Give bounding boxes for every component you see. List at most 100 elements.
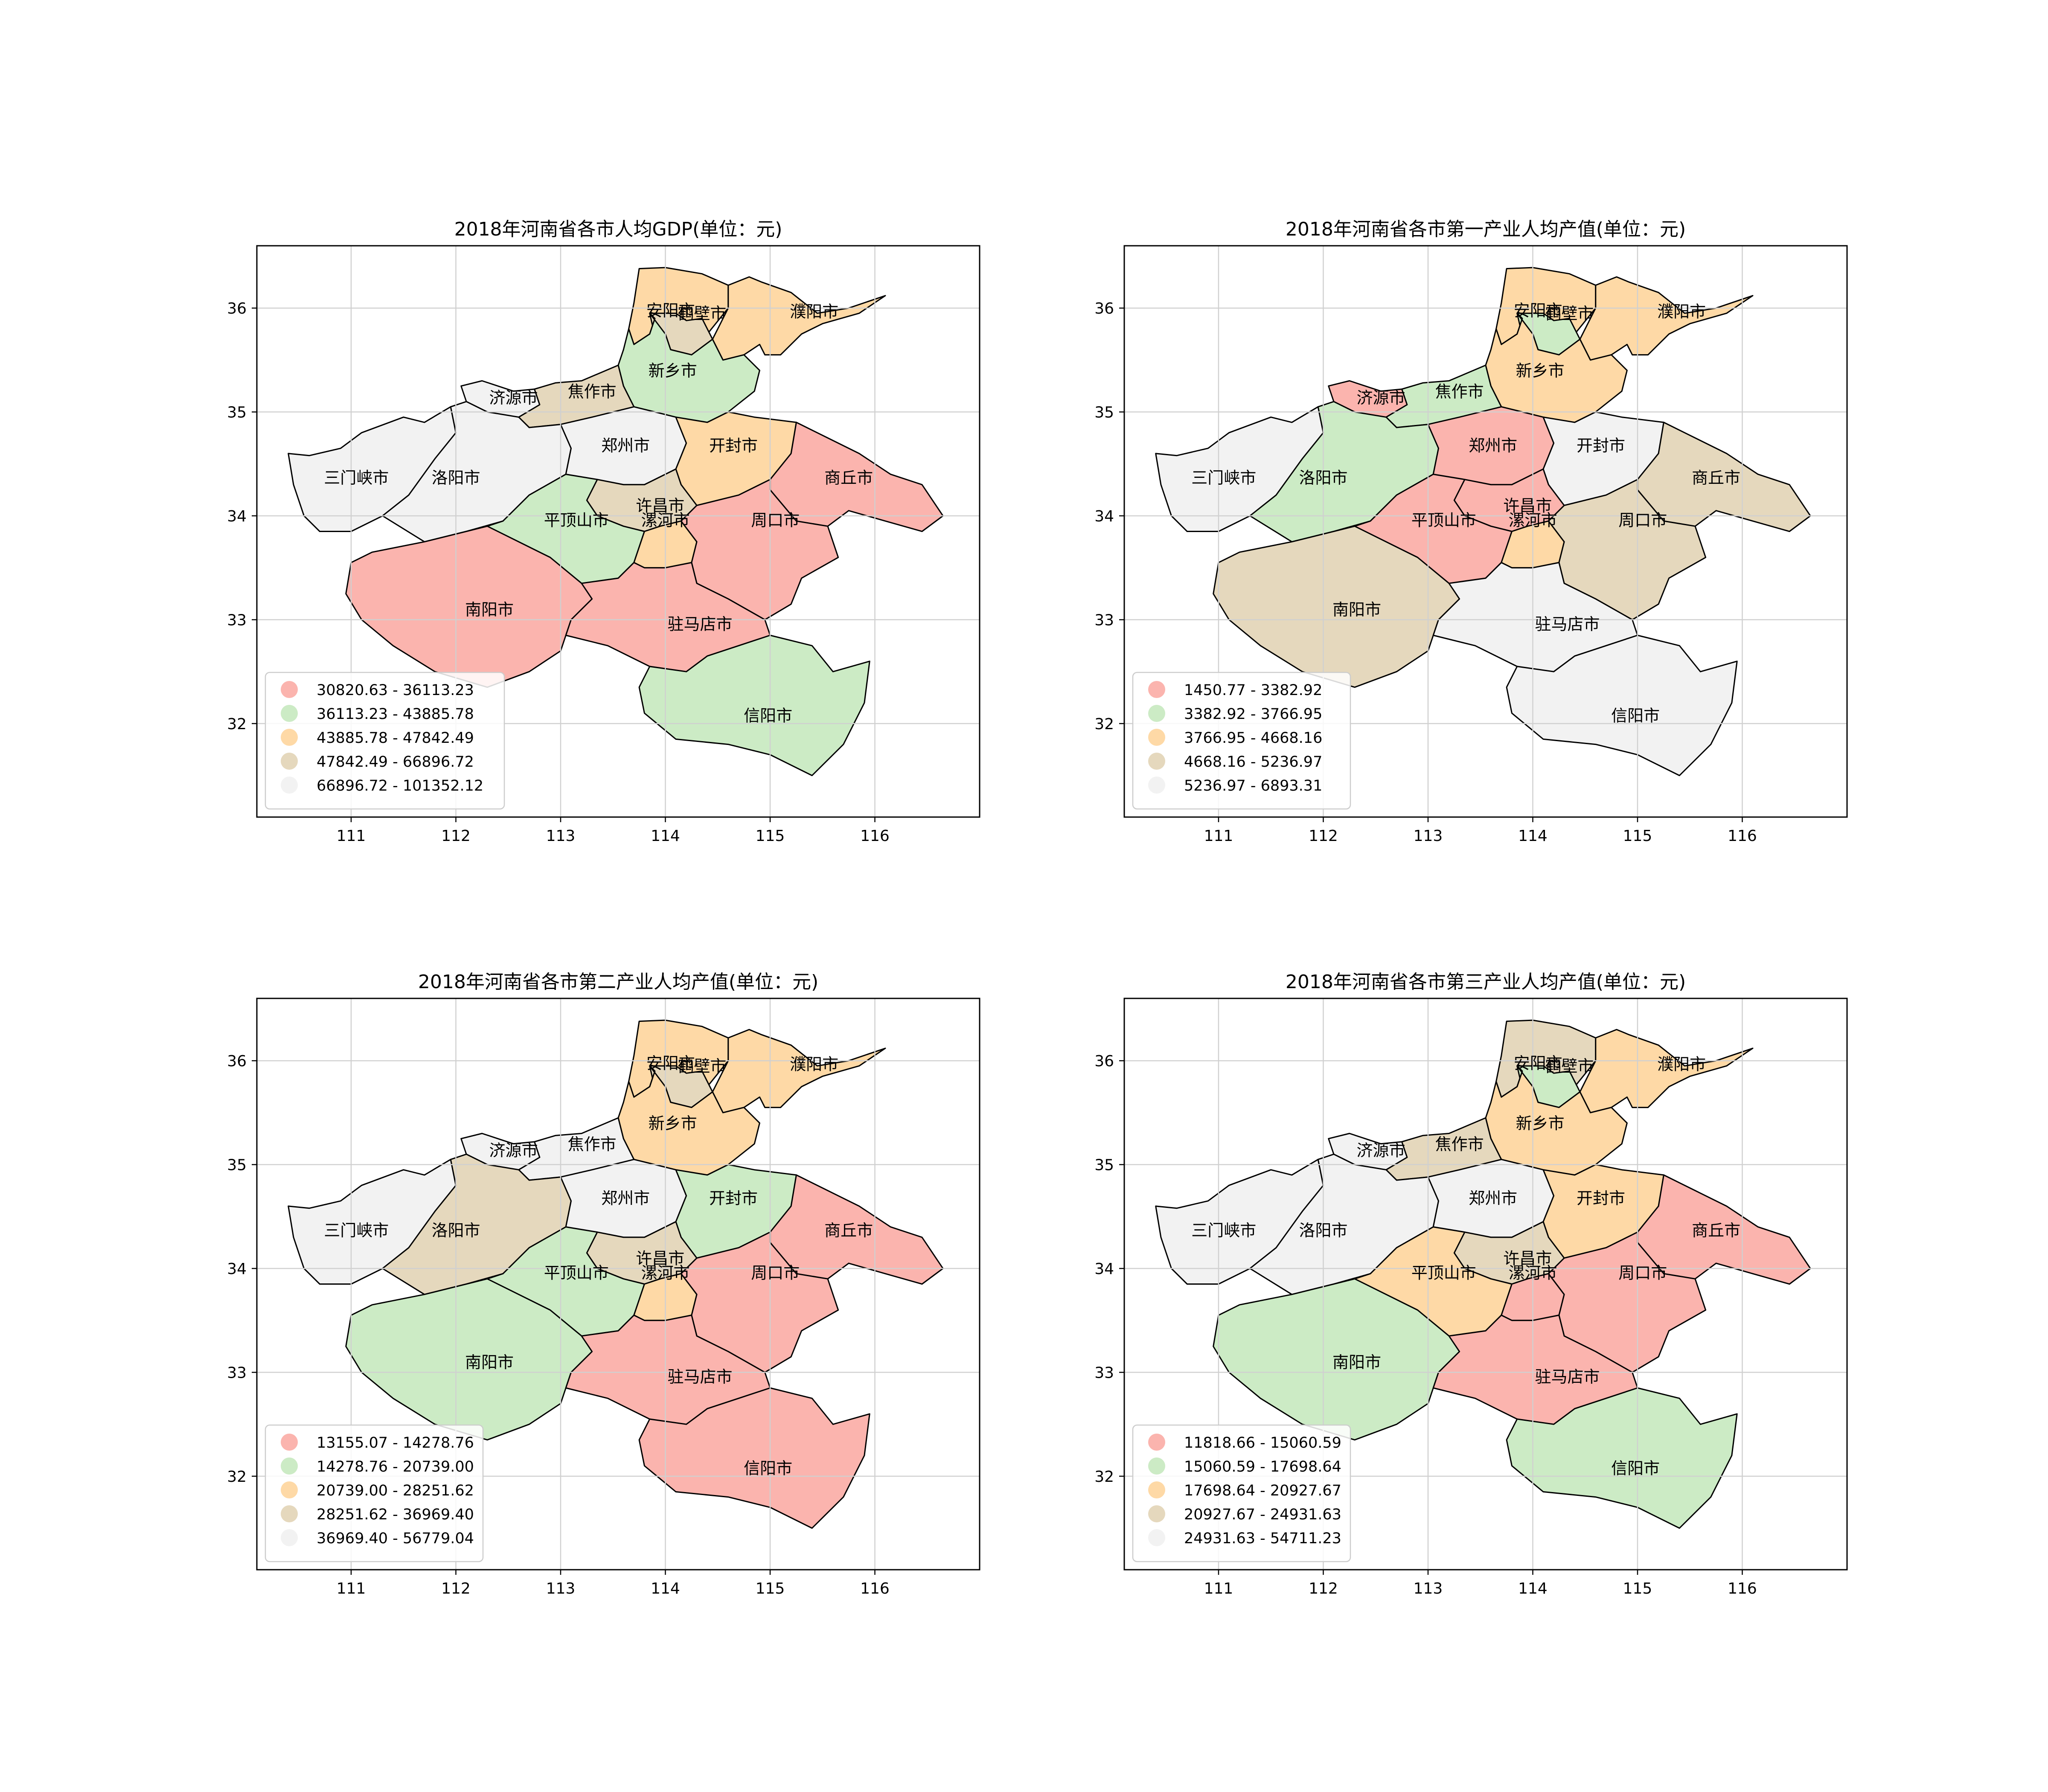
city-label-jiyuan: 济源市 [1356,1141,1405,1160]
city-label-shangqiu: 商丘市 [1692,1221,1740,1240]
y-tick-label: 32 [1094,716,1114,733]
city-label-sanmenxia: 三门峡市 [324,1221,389,1240]
y-tick-label: 35 [227,404,247,422]
city-label-hebi: 鹤壁市 [1545,304,1594,323]
city-label-jiaozuo: 焦作市 [1435,382,1484,401]
city-label-zhumadian: 驻马店市 [1535,615,1600,634]
y-tick-label: 33 [1094,1364,1114,1382]
city-label-jiaozuo: 焦作市 [568,1135,617,1154]
city-label-xinxiang: 新乡市 [649,1114,697,1133]
city-label-xinyang: 信阳市 [744,706,792,725]
city-label-hebi: 鹤壁市 [1545,1057,1594,1076]
y-tick-label: 34 [227,508,247,525]
y-tick-label: 35 [227,1157,247,1174]
legend-label: 4668.16 - 5236.97 [1184,753,1322,771]
x-tick-label: 116 [860,1580,890,1597]
city-label-zhoukou: 周口市 [751,511,800,530]
city-label-kaifeng: 开封市 [1577,1189,1625,1207]
y-tick-label: 34 [227,1260,247,1278]
city-label-xuchang: 许昌市 [636,1249,684,1268]
city-label-luohe: 漯河市 [641,511,689,530]
legend-swatch [1148,1529,1165,1546]
x-tick-label: 113 [1414,1580,1443,1597]
legend-label: 3766.95 - 4668.16 [1184,730,1322,747]
city-label-zhoukou: 周口市 [751,1264,800,1283]
panel-title: 2018年河南省各市第一产业人均产值(单位：元) [1286,218,1686,240]
city-label-xinxiang: 新乡市 [649,361,697,380]
city-label-kaifeng: 开封市 [1577,436,1625,455]
city-label-hebi: 鹤壁市 [678,1057,726,1076]
legend-swatch [281,753,298,770]
legend-label: 1450.77 - 3382.92 [1184,682,1322,699]
y-tick-label: 33 [227,611,247,629]
city-label-zhoukou: 周口市 [1618,1264,1667,1283]
legend-label: 28251.62 - 36969.40 [317,1506,474,1523]
city-label-luohe: 漯河市 [1508,1264,1557,1283]
city-label-shangqiu: 商丘市 [824,1221,873,1240]
y-tick-label: 34 [1094,1260,1114,1278]
city-label-xinyang: 信阳市 [1611,1459,1660,1478]
axes-frame [256,998,980,1571]
panel-title: 2018年河南省各市第二产业人均产值(单位：元) [418,971,818,993]
x-tick-label: 112 [441,827,471,845]
city-label-kaifeng: 开封市 [709,436,758,455]
city-label-pingdingshan: 平顶山市 [1411,511,1476,530]
legend: 1450.77 - 3382.92 3382.92 - 3766.95 3766.9… [1132,672,1351,810]
legend: 30820.63 - 36113.23 36113.23 - 43885.78 43… [265,672,505,810]
x-tick-label: 115 [1623,1580,1652,1597]
x-tick-label: 113 [546,827,576,845]
x-tick-label: 114 [1518,1580,1548,1597]
y-tick-label: 34 [1094,508,1114,525]
city-label-luoyang: 洛阳市 [1299,468,1347,487]
legend-swatch [281,1505,298,1522]
city-label-luoyang: 洛阳市 [431,468,480,487]
city-label-anyang: 安阳市 [646,1054,695,1073]
city-label-jiyuan: 济源市 [489,1141,538,1160]
x-tick-label: 111 [337,1580,366,1597]
city-label-kaifeng: 开封市 [709,1189,758,1207]
city-label-anyang: 安阳市 [1514,301,1562,320]
city-label-zhengzhou: 郑州市 [601,1189,650,1207]
city-label-xinyang: 信阳市 [744,1459,792,1478]
city-label-xinxiang: 新乡市 [1516,361,1565,380]
city-label-pingdingshan: 平顶山市 [544,511,609,530]
y-tick-label: 35 [1094,1157,1114,1174]
legend-swatch [1148,1434,1165,1451]
legend-label: 20739.00 - 28251.62 [317,1482,474,1499]
legend-label: 17698.64 - 20927.67 [1184,1482,1341,1499]
legend: 11818.66 - 15060.59 15060.59 - 17698.64 17… [1132,1424,1351,1562]
x-tick-label: 115 [756,1580,785,1597]
axes-frame [256,245,980,818]
legend-swatch [281,681,298,698]
legend-label: 14278.76 - 20739.00 [317,1458,474,1475]
legend-label: 24931.63 - 54711.23 [1184,1530,1341,1547]
x-tick-label: 113 [546,1580,576,1597]
city-label-zhengzhou: 郑州市 [1469,1189,1517,1207]
x-tick-label: 116 [860,827,890,845]
city-label-sanmenxia: 三门峡市 [324,468,389,487]
city-label-jiyuan: 济源市 [1356,388,1405,407]
legend-label: 20927.67 - 24931.63 [1184,1506,1341,1523]
legend-swatch [1148,1505,1165,1522]
city-label-anyang: 安阳市 [646,301,695,320]
legend-swatch [1148,729,1165,746]
y-tick-label: 36 [227,300,247,317]
legend-label: 13155.07 - 14278.76 [317,1434,474,1452]
city-label-nanyang: 南阳市 [1332,1353,1381,1372]
city-label-jiaozuo: 焦作市 [1435,1135,1484,1154]
gridlines [1124,998,1847,1570]
legend-swatch [1148,1457,1165,1475]
x-tick-label: 114 [1518,827,1548,845]
y-tick-label: 33 [1094,611,1114,629]
city-label-luohe: 漯河市 [641,1264,689,1283]
panel-title: 2018年河南省各市人均GDP(单位：元) [454,218,783,240]
axes-frame [1123,998,1848,1571]
legend-swatch [1148,777,1165,794]
city-label-puyang: 濮阳市 [790,302,838,321]
legend-label: 47842.49 - 66896.72 [317,753,474,771]
city-label-jiyuan: 济源市 [489,388,538,407]
